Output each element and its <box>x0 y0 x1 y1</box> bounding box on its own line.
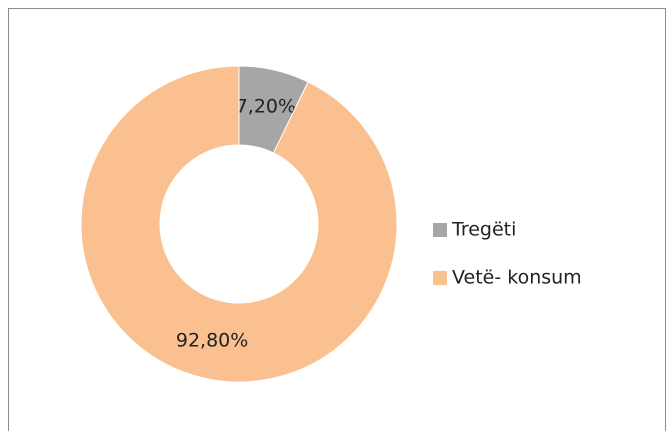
legend-swatch <box>433 271 447 285</box>
legend-label: Tregëti <box>451 219 516 241</box>
data-label: 7,20% <box>236 96 296 118</box>
data-label: 92,80% <box>176 329 248 351</box>
legend-swatch <box>433 223 447 237</box>
legend-label: Vetë- konsum <box>452 267 582 289</box>
donut-slice <box>80 65 398 383</box>
